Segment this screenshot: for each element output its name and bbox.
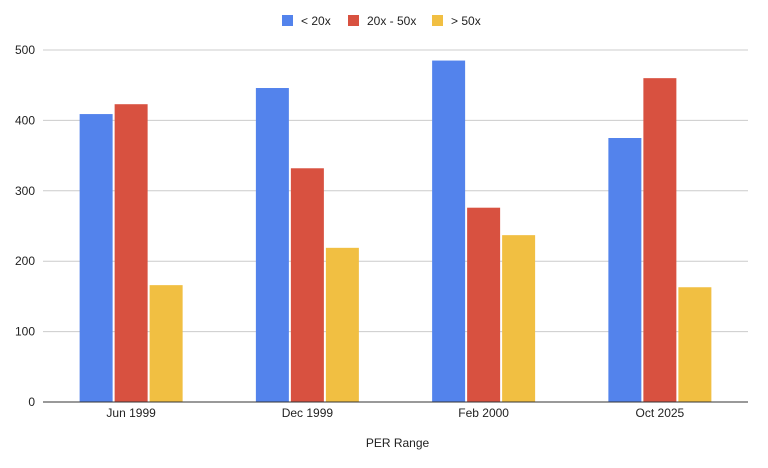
bar-20x-dec-1999 — [255, 88, 289, 403]
bars — [79, 60, 712, 403]
y-tick-label: 200 — [15, 254, 35, 268]
x-axis-title: PER Range — [366, 436, 430, 450]
bar-20x-50x-jun-1999 — [114, 104, 148, 402]
y-tick-label: 100 — [15, 325, 35, 339]
bar-50x-oct-2025 — [678, 287, 712, 402]
bar-20x-oct-2025 — [608, 138, 642, 402]
x-tick-label: Dec 1999 — [282, 406, 334, 420]
legend-label: 20x - 50x — [367, 14, 416, 28]
legend-label: < 20x — [301, 14, 331, 28]
bar-20x-50x-dec-1999 — [290, 168, 324, 402]
y-tick-label: 0 — [28, 395, 35, 409]
bar-20x-50x-oct-2025 — [643, 78, 677, 402]
legend-swatch — [282, 15, 293, 26]
bar-20x-50x-feb-2000 — [467, 207, 501, 402]
legend: < 20x 20x - 50x > 50x — [282, 14, 481, 28]
legend-label: > 50x — [451, 14, 481, 28]
y-tick-label: 400 — [15, 113, 35, 127]
gridlines — [43, 49, 748, 333]
y-axis-ticks: 0 100 200 300 400 500 — [15, 43, 35, 409]
x-tick-label: Oct 2025 — [636, 406, 685, 420]
legend-swatch — [348, 15, 359, 26]
bar-50x-feb-2000 — [502, 235, 536, 402]
y-tick-label: 500 — [15, 43, 35, 57]
legend-swatch — [432, 15, 443, 26]
y-tick-label: 300 — [15, 184, 35, 198]
x-tick-label: Feb 2000 — [458, 406, 509, 420]
bar-20x-jun-1999 — [79, 114, 113, 403]
bar-50x-jun-1999 — [149, 285, 183, 402]
bar-20x-feb-2000 — [432, 60, 466, 403]
x-axis-ticks: Jun 1999 Dec 1999 Feb 2000 Oct 2025 — [106, 406, 684, 420]
x-tick-label: Jun 1999 — [106, 406, 156, 420]
bar-50x-dec-1999 — [325, 247, 359, 402]
